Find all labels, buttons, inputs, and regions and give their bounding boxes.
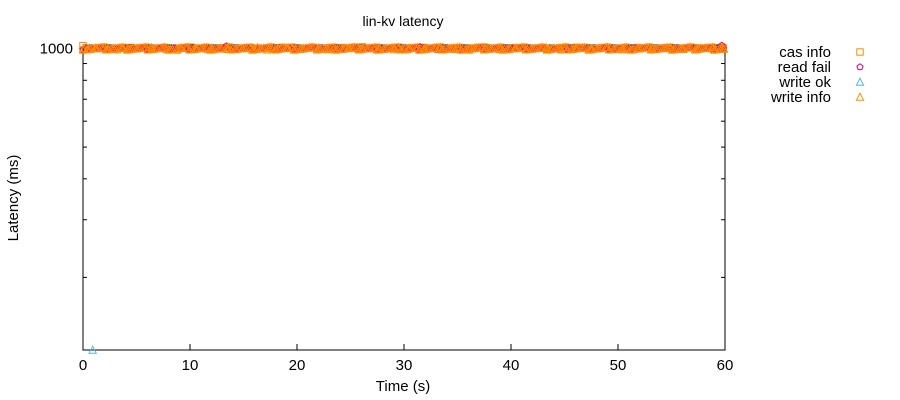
x-tick-label: 0 [79,357,87,374]
data-point [617,44,627,54]
data-point [141,42,151,52]
data-point [287,42,297,52]
data-point [343,43,353,53]
data-point [602,42,612,52]
legend-marker [855,92,865,101]
data-point [719,44,729,53]
legend-label: read fail [778,59,831,76]
data-point [434,43,444,52]
data-point [404,43,414,52]
legend-label: write info [770,89,831,106]
data-point [480,42,490,52]
data-point [308,42,318,52]
data-point [79,43,89,52]
data-point [282,43,292,52]
data-point [556,44,566,54]
data-point [185,45,193,53]
data-point [223,44,232,53]
data-point [647,43,657,53]
data-point [91,42,101,52]
data-point [662,43,672,52]
legend-label: cas info [779,44,831,61]
data-point [413,42,423,52]
data-point [162,44,171,54]
x-tick-label: 10 [182,357,199,374]
legend-marker [856,48,864,56]
data-point [465,43,475,53]
data-point [394,42,404,52]
x-axis-label: Time (s) [376,378,430,395]
x-axis: 0 10 20 30 40 50 60 [79,45,734,374]
data-point [132,44,141,53]
y-tick-label: 1000 [40,41,73,58]
data-point [246,42,256,52]
data-point [580,42,589,52]
data-point [350,42,360,52]
data-point [225,42,234,52]
data-point [436,42,445,52]
data-point [526,43,536,53]
series-write-info [78,42,729,54]
data-point [571,43,581,53]
legend-marker [855,77,865,86]
plot-frame [82,44,726,351]
data-point [299,43,308,53]
data-points [78,41,729,354]
data-point [147,42,156,52]
data-point [708,42,718,52]
data-point [118,43,128,53]
data-point [160,42,170,52]
data-point [686,42,696,52]
data-point [252,42,262,52]
legend-label: write ok [778,74,831,91]
data-point [238,43,247,53]
data-point [267,44,277,53]
y-axis: 1000 [40,41,725,278]
data-point [183,42,193,52]
data-point [206,43,216,52]
x-tick-label: 60 [717,357,734,374]
data-point [450,44,460,53]
data-point [678,44,688,53]
data-point [621,42,631,52]
data-point [374,42,384,52]
data-point [104,44,114,54]
data-point [99,42,109,52]
data-point [519,42,529,52]
data-point [202,42,211,52]
data-point [541,42,551,52]
data-point [510,43,520,52]
data-point [313,42,323,52]
data-point [177,43,186,52]
x-tick-label: 40 [503,357,520,374]
data-point [632,43,642,52]
y-axis-label: Latency (ms) [5,155,22,242]
data-point [586,44,596,53]
data-point [454,42,464,52]
x-tick-label: 20 [289,357,306,374]
data-point [389,44,399,54]
data-point [358,44,368,53]
data-point [561,42,571,52]
series-write-ok [88,345,98,354]
data-point [192,43,201,53]
data-point [495,44,505,53]
data-point [328,44,338,54]
data-point [419,43,429,53]
data-point [88,345,98,354]
x-tick-label: 30 [396,357,413,374]
x-tick-label: 50 [610,357,627,374]
data-point [693,43,703,53]
chart-title: lin-kv latency [363,13,444,29]
data-point [83,43,93,53]
legend-marker [856,63,864,71]
